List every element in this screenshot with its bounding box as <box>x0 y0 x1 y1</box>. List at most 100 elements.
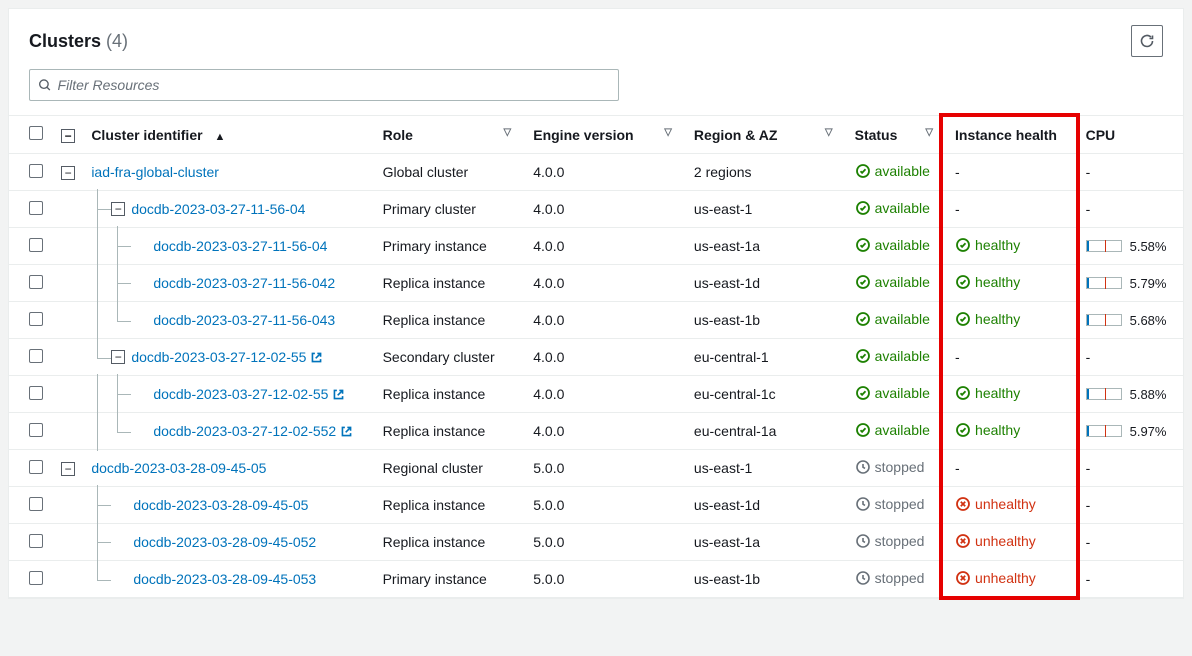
external-link-icon[interactable] <box>340 425 353 438</box>
region-text: us-east-1a <box>694 238 760 254</box>
clusters-table: − Cluster identifier ▲ Role ▽ Engine ver… <box>9 115 1183 598</box>
select-all-checkbox[interactable] <box>29 126 43 140</box>
row-checkbox[interactable] <box>29 423 43 437</box>
search-input[interactable] <box>58 77 610 93</box>
region-text: us-east-1d <box>694 275 760 291</box>
cluster-link[interactable]: docdb-2023-03-27-12-02-55 <box>153 386 328 402</box>
region-text: us-east-1b <box>694 571 760 587</box>
row-checkbox[interactable] <box>29 571 43 585</box>
health-badge: healthy <box>955 385 1020 401</box>
cpu-meter: 5.79% <box>1086 276 1167 291</box>
health-badge: unhealthy <box>955 533 1036 549</box>
sort-icon: ▽ <box>825 127 833 138</box>
external-link-icon[interactable] <box>332 388 345 401</box>
cluster-link[interactable]: docdb-2023-03-28-09-45-05 <box>133 497 308 513</box>
row-toggle[interactable]: − <box>61 462 75 476</box>
external-link-icon[interactable] <box>310 351 323 364</box>
engine-text: 4.0.0 <box>533 423 564 439</box>
cluster-link[interactable]: iad-fra-global-cluster <box>91 164 219 180</box>
region-text: eu-central-1a <box>694 423 777 439</box>
row-checkbox[interactable] <box>29 164 43 178</box>
role-text: Global cluster <box>383 164 469 180</box>
role-text: Replica instance <box>383 423 486 439</box>
region-text: eu-central-1c <box>694 386 776 402</box>
row-checkbox[interactable] <box>29 201 43 215</box>
status-badge: stopped <box>855 496 925 512</box>
health-text: - <box>955 460 960 476</box>
row-checkbox[interactable] <box>29 275 43 289</box>
col-status-label: Status <box>855 127 898 143</box>
refresh-icon <box>1139 33 1155 49</box>
col-identifier[interactable]: Cluster identifier ▲ <box>83 116 374 154</box>
cluster-link[interactable]: docdb-2023-03-27-12-02-552 <box>153 423 336 439</box>
row-checkbox[interactable] <box>29 312 43 326</box>
row-checkbox[interactable] <box>29 349 43 363</box>
col-cpu[interactable]: CPU <box>1078 116 1183 154</box>
check-circle-icon <box>855 385 871 401</box>
x-circle-icon <box>955 570 971 586</box>
col-region[interactable]: Region & AZ ▽ <box>686 116 847 154</box>
role-text: Replica instance <box>383 497 486 513</box>
engine-text: 4.0.0 <box>533 275 564 291</box>
cpu-text: - <box>1086 201 1091 217</box>
cluster-link[interactable]: docdb-2023-03-27-11-56-043 <box>153 312 335 328</box>
role-text: Secondary cluster <box>383 349 495 365</box>
row-checkbox[interactable] <box>29 386 43 400</box>
col-health-label: Instance health <box>955 127 1057 143</box>
role-text: Primary cluster <box>383 201 476 217</box>
cluster-link[interactable]: docdb-2023-03-27-11-56-04 <box>131 201 305 217</box>
cpu-text: - <box>1086 349 1091 365</box>
col-engine[interactable]: Engine version ▽ <box>525 116 686 154</box>
status-badge: stopped <box>855 459 925 475</box>
row-checkbox[interactable] <box>29 497 43 511</box>
check-circle-icon <box>955 237 971 253</box>
health-text: - <box>955 201 960 217</box>
cluster-link[interactable]: docdb-2023-03-28-09-45-05 <box>91 460 266 476</box>
cpu-text: - <box>1086 534 1091 550</box>
cluster-link[interactable]: docdb-2023-03-27-11-56-042 <box>153 275 335 291</box>
cpu-meter: 5.97% <box>1086 424 1167 439</box>
cpu-value: 5.58% <box>1130 239 1167 254</box>
table-row: docdb-2023-03-28-09-45-053Primary instan… <box>9 561 1183 598</box>
cluster-link[interactable]: docdb-2023-03-27-11-56-04 <box>153 238 327 254</box>
engine-text: 5.0.0 <box>533 460 564 476</box>
health-badge: healthy <box>955 311 1020 327</box>
engine-text: 4.0.0 <box>533 386 564 402</box>
status-badge: available <box>855 274 930 290</box>
clock-icon <box>855 459 871 475</box>
search-input-wrap[interactable] <box>29 69 619 101</box>
row-toggle[interactable]: − <box>111 202 125 216</box>
role-text: Replica instance <box>383 312 486 328</box>
engine-text: 4.0.0 <box>533 201 564 217</box>
refresh-button[interactable] <box>1131 25 1163 57</box>
check-circle-icon <box>855 237 871 253</box>
row-checkbox[interactable] <box>29 460 43 474</box>
status-badge: stopped <box>855 533 925 549</box>
engine-text: 5.0.0 <box>533 497 564 513</box>
check-circle-icon <box>955 422 971 438</box>
row-toggle[interactable]: − <box>111 350 125 364</box>
col-health[interactable]: Instance health <box>947 116 1078 154</box>
engine-text: 4.0.0 <box>533 312 564 328</box>
cpu-value: 5.88% <box>1130 387 1167 402</box>
row-toggle[interactable]: − <box>61 166 75 180</box>
row-checkbox[interactable] <box>29 238 43 252</box>
table-row: docdb-2023-03-27-11-56-043 Replica instan… <box>9 302 1183 339</box>
cluster-link[interactable]: docdb-2023-03-28-09-45-052 <box>133 534 316 550</box>
collapse-all-toggle[interactable]: − <box>61 129 75 143</box>
col-status[interactable]: Status ▽ <box>847 116 947 154</box>
col-role[interactable]: Role ▽ <box>375 116 526 154</box>
cpu-value: 5.79% <box>1130 276 1167 291</box>
health-text: - <box>955 164 960 180</box>
cluster-link[interactable]: docdb-2023-03-28-09-45-053 <box>133 571 316 587</box>
role-text: Regional cluster <box>383 460 483 476</box>
cluster-link[interactable]: docdb-2023-03-27-12-02-55 <box>131 349 306 365</box>
engine-text: 4.0.0 <box>533 238 564 254</box>
check-circle-icon <box>855 163 871 179</box>
region-text: us-east-1 <box>694 460 752 476</box>
role-text: Replica instance <box>383 386 486 402</box>
check-circle-icon <box>955 274 971 290</box>
health-badge: unhealthy <box>955 496 1036 512</box>
row-checkbox[interactable] <box>29 534 43 548</box>
sort-icon: ▽ <box>925 127 933 138</box>
